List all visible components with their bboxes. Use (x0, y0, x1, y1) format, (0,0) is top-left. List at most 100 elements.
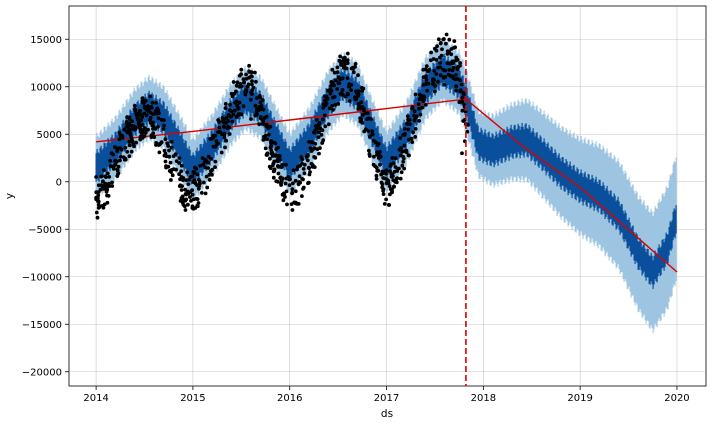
observed-point (447, 68, 452, 72)
observed-point (321, 102, 326, 106)
observed-point (368, 135, 372, 139)
observed-point (206, 154, 211, 159)
observed-point (452, 45, 456, 50)
observed-point (398, 136, 402, 140)
observed-point (163, 137, 168, 142)
observed-point (140, 122, 145, 127)
observed-point (403, 126, 407, 131)
observed-point (434, 58, 439, 62)
observed-point (433, 84, 438, 88)
observed-point (227, 125, 232, 130)
observed-point (118, 158, 122, 163)
observed-point (230, 119, 235, 124)
y-tick-label: −5000 (28, 225, 62, 236)
observed-point (279, 165, 284, 169)
observed-point (342, 57, 346, 62)
observed-point (435, 44, 439, 49)
observed-point (268, 166, 273, 171)
observed-point (276, 154, 280, 159)
observed-point (226, 119, 231, 123)
observed-point (272, 140, 276, 145)
observed-point (320, 141, 325, 145)
observed-point (388, 187, 393, 192)
observed-point (203, 165, 208, 170)
observed-point (237, 84, 242, 89)
observed-point (156, 125, 160, 129)
observed-point (300, 157, 305, 162)
observed-point (305, 158, 310, 163)
observed-point (378, 162, 382, 167)
observed-point (217, 120, 221, 124)
observed-point (253, 70, 257, 75)
observed-point (318, 146, 322, 151)
observed-point (358, 116, 362, 121)
observed-point (361, 106, 366, 111)
observed-point (345, 51, 350, 56)
observed-point (405, 121, 409, 126)
observed-point (297, 174, 302, 179)
observed-point (353, 95, 357, 100)
observed-point (246, 82, 251, 87)
observed-point (178, 177, 183, 182)
observed-point (332, 83, 336, 88)
observed-point (452, 39, 457, 43)
observed-point (284, 162, 288, 167)
observed-point (191, 197, 196, 202)
observed-point (301, 187, 305, 191)
observed-point (120, 135, 125, 140)
observed-point (346, 84, 351, 89)
observed-point (255, 96, 259, 100)
observed-point (394, 176, 399, 181)
observed-point (209, 169, 213, 174)
observed-point (96, 193, 101, 198)
observed-point (133, 127, 137, 132)
observed-point (411, 130, 415, 135)
observed-point (190, 192, 195, 197)
observed-point (373, 140, 378, 145)
observed-point (457, 100, 462, 105)
observed-point (356, 92, 361, 97)
observed-point (429, 50, 433, 55)
observed-point (250, 79, 254, 83)
observed-point (461, 91, 466, 96)
observed-point (263, 136, 268, 141)
observed-point (461, 119, 466, 123)
observed-point (438, 65, 443, 70)
observed-point (300, 194, 304, 199)
x-tick-label: 2020 (664, 393, 689, 404)
observed-point (96, 183, 101, 188)
observed-point (191, 170, 196, 174)
observed-point (420, 105, 425, 110)
observed-point (250, 88, 255, 93)
observed-point (360, 89, 364, 93)
observed-point (375, 153, 379, 157)
observed-point (119, 147, 124, 152)
x-tick-label: 2018 (471, 393, 496, 404)
observed-point (356, 102, 361, 106)
observed-point (181, 197, 185, 202)
observed-point (293, 178, 298, 183)
observed-point (329, 83, 334, 88)
observed-point (269, 148, 274, 153)
observed-point (319, 133, 324, 137)
observed-point (253, 103, 258, 108)
observed-point (356, 106, 361, 111)
observed-point (179, 188, 184, 192)
observed-point (263, 116, 267, 120)
axes: 2014 2015 2016 2017 2018 2019 2020 15000 10000 50… (22, 35, 690, 404)
observed-point (433, 89, 437, 94)
observed-point (227, 132, 232, 136)
observed-point (378, 150, 382, 154)
observed-point (367, 152, 372, 157)
observed-point (306, 180, 311, 185)
observed-point (276, 179, 280, 184)
observed-point (401, 159, 406, 164)
observed-point (181, 178, 185, 183)
observed-point (249, 117, 253, 121)
observed-point (450, 74, 455, 79)
observed-point (248, 97, 253, 102)
observed-point (281, 198, 286, 203)
observed-point (375, 143, 380, 148)
observed-point (244, 72, 249, 77)
